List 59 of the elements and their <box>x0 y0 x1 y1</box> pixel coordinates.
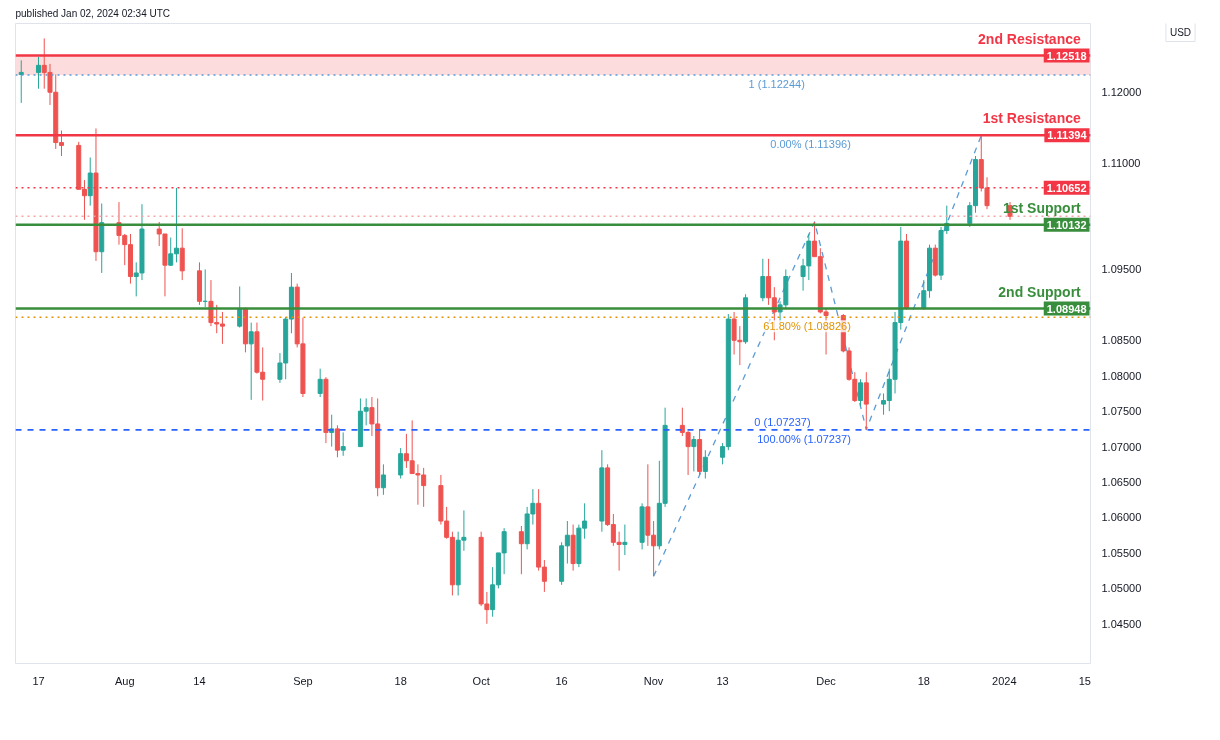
ref-line-label: 1.08948 <box>1046 302 1087 315</box>
x-tick-label: Sep <box>293 674 313 687</box>
candlestick <box>622 524 628 556</box>
y-tick-label: 1.07500 <box>1101 405 1142 418</box>
candlestick <box>248 322 254 401</box>
x-tick-label: 18 <box>394 674 407 687</box>
candlestick <box>518 525 524 575</box>
annotation: 100.00% (1.07237) <box>757 432 851 445</box>
x-tick-label: Nov <box>643 674 664 687</box>
x-tick-label: 13 <box>716 674 729 687</box>
candlestick <box>398 447 404 480</box>
y-axis-title: USD <box>1169 26 1192 38</box>
y-tick-label: 1.05000 <box>1101 582 1142 595</box>
candlestick <box>984 176 990 210</box>
line-series <box>652 134 982 577</box>
x-tick-label: Oct <box>472 674 490 687</box>
candlestick <box>858 378 864 407</box>
candlestick <box>760 258 766 302</box>
annotation: 1 (1.12244) <box>748 77 805 90</box>
candlestick <box>87 156 93 207</box>
ref-line-label: 1.10132 <box>1046 218 1087 231</box>
y-tick-label: 1.06500 <box>1101 476 1142 489</box>
candlestick <box>691 435 697 472</box>
annotation: 1st Support <box>1002 199 1082 216</box>
candlestick <box>340 431 346 457</box>
x-tick-label: 16 <box>555 674 568 687</box>
candlestick <box>380 463 386 496</box>
ref-line-label: 1.12518 <box>1046 49 1087 62</box>
y-tick-label: 1.11000 <box>1101 157 1141 170</box>
y-tick-label: 1.09500 <box>1101 263 1142 276</box>
text: published Jan 02, 2024 02:34 UTC <box>15 7 171 19</box>
x-tick-label: 2024 <box>992 674 1017 687</box>
ref-line-label: 1.11394 <box>1047 129 1088 142</box>
candlestick <box>863 371 869 431</box>
candlestick <box>702 449 708 480</box>
annotation: 61.80% (1.08826) <box>763 320 851 333</box>
x-tick-label: Dec <box>816 674 837 687</box>
y-tick-label: 1.05500 <box>1101 546 1142 559</box>
annotation: 1st Resistance <box>982 110 1081 127</box>
annotation: 0 (1.07237) <box>754 415 811 428</box>
y-tick-label: 1.07000 <box>1101 440 1142 453</box>
x-tick-label: 14 <box>193 674 206 687</box>
candlestick <box>317 368 323 398</box>
candlestick <box>179 227 185 281</box>
x-tick-label: 17 <box>32 674 45 687</box>
candlestick <box>35 56 42 90</box>
y-tick-label: 1.12000 <box>1101 86 1142 99</box>
y-tick-label: 1.06000 <box>1101 511 1142 524</box>
annotation: 2nd Resistance <box>978 30 1081 47</box>
annotation: 2nd Support <box>998 283 1082 300</box>
candlestick <box>334 424 340 458</box>
y-tick-label: 1.08000 <box>1101 369 1142 382</box>
annotation: 0.00% (1.11396) <box>770 138 851 151</box>
y-tick-label: 1.08500 <box>1101 334 1142 347</box>
x-tick-label: 15 <box>1078 674 1091 687</box>
x-tick-label: Aug <box>114 674 135 687</box>
x-tick-label: 18 <box>917 674 930 687</box>
y-tick-label: 1.04500 <box>1101 617 1142 630</box>
ref-line-label: 1.10652 <box>1046 181 1087 194</box>
